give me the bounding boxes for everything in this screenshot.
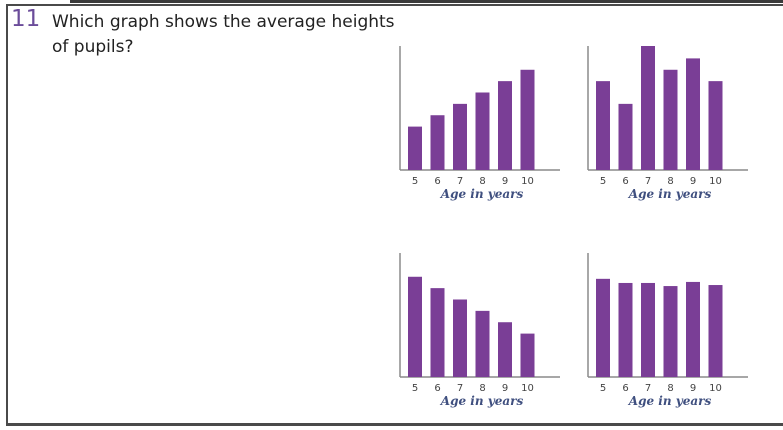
chart-3-bar-10	[520, 333, 535, 377]
chart-2-tick-10: 10	[709, 176, 722, 187]
chart-2-bar-9	[686, 58, 700, 170]
chart-3-xlabel: Age in years	[440, 394, 524, 408]
chart-1-tick-8: 8	[479, 176, 485, 187]
top-edge	[70, 0, 783, 3]
chart-2-tick-8: 8	[667, 176, 673, 187]
chart-4-tick-7: 7	[645, 383, 651, 394]
chart-3-bar-8	[475, 310, 490, 377]
chart-1-tick-5: 5	[412, 176, 418, 187]
chart-1-svg: 5 6 7 8 9 10	[399, 46, 560, 187]
chart-4-bar-9	[686, 281, 700, 377]
chart-3-bar-5	[408, 276, 422, 377]
chart-2-bar-7	[641, 46, 655, 170]
chart-option-3[interactable]: 5 6 7 8 9 10 Age in years	[392, 247, 572, 417]
chart-2-xlabel: Age in years	[628, 187, 712, 201]
chart-4-tick-6: 6	[622, 383, 628, 394]
chart-2-svg: 5 6 7 8 9 10	[587, 46, 748, 187]
chart-2-tick-6: 6	[622, 176, 628, 187]
question-frame	[6, 4, 783, 426]
chart-3-tick-8: 8	[479, 383, 485, 394]
chart-4-tick-9: 9	[690, 383, 696, 394]
chart-2-tick-5: 5	[600, 176, 606, 187]
chart-4-tick-10: 10	[709, 383, 722, 394]
chart-2-bar-5	[596, 81, 610, 170]
chart-4-tick-8: 8	[667, 383, 673, 394]
chart-1-bar-6	[430, 115, 445, 170]
chart-option-2[interactable]: 5 6 7 8 9 10 Age in years	[580, 40, 760, 210]
chart-4-bar-5	[596, 278, 610, 377]
chart-2-tick-9: 9	[690, 176, 696, 187]
chart-1-bar-5	[408, 126, 422, 170]
chart-1-tick-10: 10	[521, 176, 534, 187]
chart-3-tick-5: 5	[412, 383, 418, 394]
chart-4-xlabel: Age in years	[628, 394, 712, 408]
chart-option-1[interactable]: 5 6 7 8 9 10 Age in years	[392, 40, 572, 210]
chart-3-bar-9	[498, 322, 512, 377]
chart-1-bar-10	[520, 69, 535, 170]
chart-1-tick-7: 7	[457, 176, 463, 187]
chart-option-4[interactable]: 5 6 7 8 9 10 Age in years	[580, 247, 760, 417]
chart-1-tick-6: 6	[434, 176, 440, 187]
chart-2-tick-7: 7	[645, 176, 651, 187]
question-number: 11	[11, 6, 41, 32]
chart-3-bar-6	[430, 288, 445, 377]
chart-1-xlabel: Age in years	[440, 187, 524, 201]
chart-4-bar-8	[663, 286, 678, 377]
chart-1-tick-9: 9	[502, 176, 508, 187]
chart-4-bar-10	[708, 285, 723, 377]
chart-3-tick-7: 7	[457, 383, 463, 394]
chart-3-svg: 5 6 7 8 9 10	[399, 253, 560, 394]
chart-4-svg: 5 6 7 8 9 10	[587, 253, 748, 394]
chart-1-bar-9	[498, 81, 512, 170]
chart-3-tick-9: 9	[502, 383, 508, 394]
question-text: Which graph shows the average heights of…	[52, 12, 395, 57]
chart-2-bar-8	[663, 69, 678, 170]
chart-3-tick-6: 6	[434, 383, 440, 394]
chart-2-bar-6	[618, 103, 633, 170]
chart-3-bar-7	[453, 299, 467, 377]
chart-2-bar-10	[708, 81, 723, 170]
chart-4-bar-6	[618, 282, 633, 377]
chart-3-tick-10: 10	[521, 383, 534, 394]
chart-4-bar-7	[641, 282, 655, 377]
chart-1-bar-7	[453, 103, 467, 170]
chart-1-bar-8	[475, 92, 490, 170]
chart-4-tick-5: 5	[600, 383, 606, 394]
